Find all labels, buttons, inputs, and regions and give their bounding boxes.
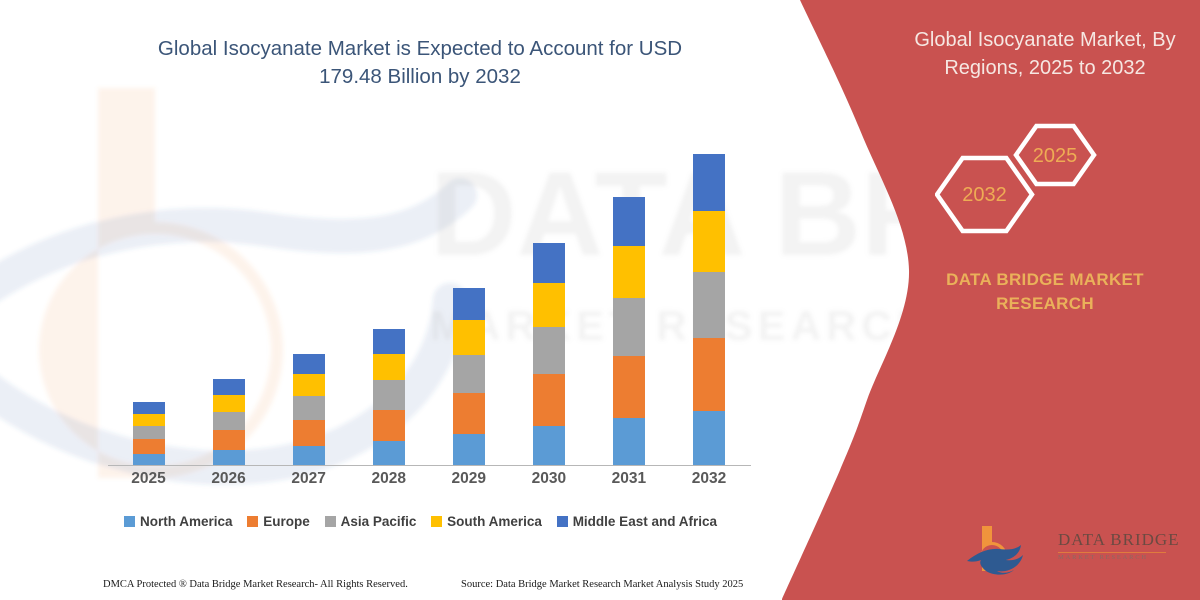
svg-text:2032: 2032 — [962, 184, 1007, 206]
svg-text:2025: 2025 — [1033, 145, 1078, 167]
